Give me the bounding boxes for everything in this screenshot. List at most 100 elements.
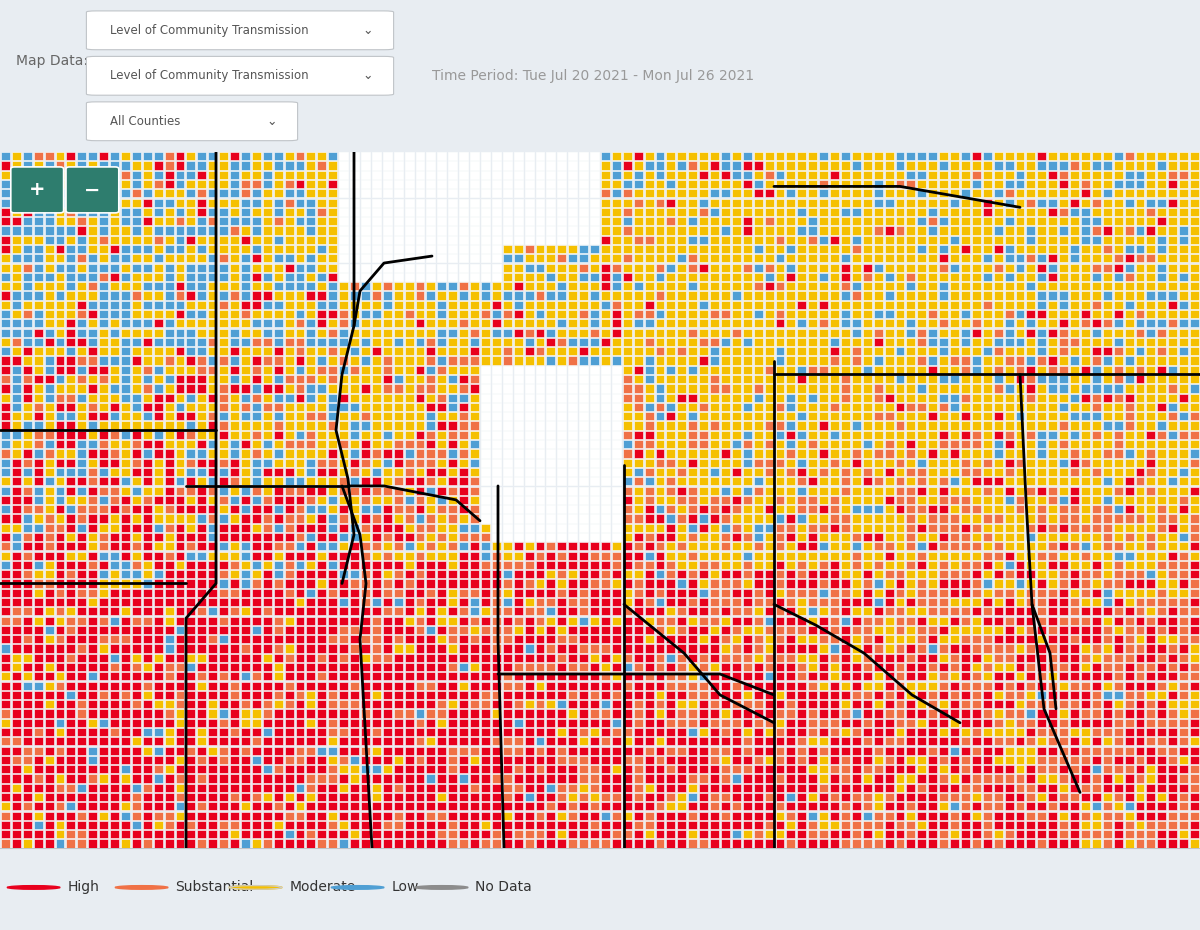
Bar <box>340 162 348 169</box>
Bar <box>1103 672 1111 681</box>
Bar <box>700 319 708 327</box>
Bar <box>732 356 740 365</box>
Bar <box>350 365 359 374</box>
Bar <box>372 468 380 476</box>
Bar <box>1081 384 1090 392</box>
Bar <box>89 375 97 383</box>
Bar <box>284 412 294 420</box>
Bar <box>1015 710 1025 718</box>
Bar <box>830 218 839 225</box>
Bar <box>1026 153 1036 160</box>
Bar <box>634 691 643 699</box>
Bar <box>154 589 163 597</box>
Bar <box>1092 710 1100 718</box>
Bar <box>710 617 719 625</box>
Bar <box>940 598 948 606</box>
Bar <box>983 542 991 551</box>
Bar <box>23 784 31 791</box>
Bar <box>830 190 839 197</box>
Bar <box>972 291 980 299</box>
Bar <box>470 263 479 272</box>
Bar <box>1081 737 1090 746</box>
Bar <box>950 199 959 206</box>
Bar <box>721 190 730 197</box>
Bar <box>77 190 86 197</box>
Bar <box>1180 663 1188 671</box>
Bar <box>580 737 588 746</box>
Bar <box>263 644 271 653</box>
Bar <box>415 171 425 179</box>
Bar <box>863 338 871 346</box>
Bar <box>895 747 905 755</box>
Bar <box>1157 765 1166 774</box>
Bar <box>874 533 883 541</box>
Bar <box>786 793 796 801</box>
Bar <box>863 218 871 225</box>
Bar <box>994 654 1003 662</box>
Bar <box>1 365 10 374</box>
Bar <box>23 570 31 578</box>
Bar <box>284 338 294 346</box>
Bar <box>820 728 828 737</box>
Bar <box>55 254 65 262</box>
Bar <box>1081 153 1090 160</box>
Bar <box>700 403 708 411</box>
Bar <box>775 551 785 560</box>
Bar <box>1103 393 1111 402</box>
Bar <box>677 190 686 197</box>
Bar <box>940 728 948 737</box>
Bar <box>132 486 140 495</box>
Bar <box>775 756 785 764</box>
Bar <box>994 356 1003 365</box>
Bar <box>66 737 76 746</box>
Bar <box>274 654 283 662</box>
Bar <box>1114 551 1123 560</box>
Bar <box>186 775 196 782</box>
Bar <box>1026 291 1036 299</box>
Bar <box>175 756 185 764</box>
Bar <box>1180 765 1188 774</box>
Bar <box>601 654 610 662</box>
Bar <box>394 412 403 420</box>
Bar <box>449 226 457 234</box>
Bar <box>1114 496 1123 504</box>
Bar <box>241 393 250 402</box>
Bar <box>121 737 130 746</box>
Bar <box>23 468 31 476</box>
Bar <box>55 440 65 448</box>
Bar <box>329 365 337 374</box>
Bar <box>230 663 239 671</box>
Bar <box>950 803 959 810</box>
Bar <box>940 375 948 383</box>
Bar <box>66 793 76 801</box>
Bar <box>77 589 86 597</box>
Bar <box>220 626 228 634</box>
Bar <box>329 784 337 791</box>
Bar <box>644 496 654 504</box>
Bar <box>55 412 65 420</box>
Bar <box>841 254 850 262</box>
Bar <box>1081 403 1090 411</box>
Bar <box>1060 700 1068 709</box>
Bar <box>164 384 174 392</box>
Bar <box>415 635 425 644</box>
Bar <box>580 719 588 727</box>
Bar <box>732 654 740 662</box>
Bar <box>895 162 905 169</box>
Bar <box>884 300 894 309</box>
Bar <box>994 821 1003 829</box>
Bar <box>164 505 174 513</box>
Bar <box>426 458 436 467</box>
Bar <box>175 691 185 699</box>
Bar <box>44 542 54 551</box>
Bar <box>263 347 271 355</box>
Bar <box>1049 171 1057 179</box>
Bar <box>132 300 140 309</box>
Bar <box>940 635 948 644</box>
Bar <box>569 682 577 690</box>
Bar <box>906 737 916 746</box>
Bar <box>1004 208 1014 216</box>
Bar <box>1124 672 1134 681</box>
Bar <box>154 551 163 560</box>
Bar <box>994 644 1003 653</box>
